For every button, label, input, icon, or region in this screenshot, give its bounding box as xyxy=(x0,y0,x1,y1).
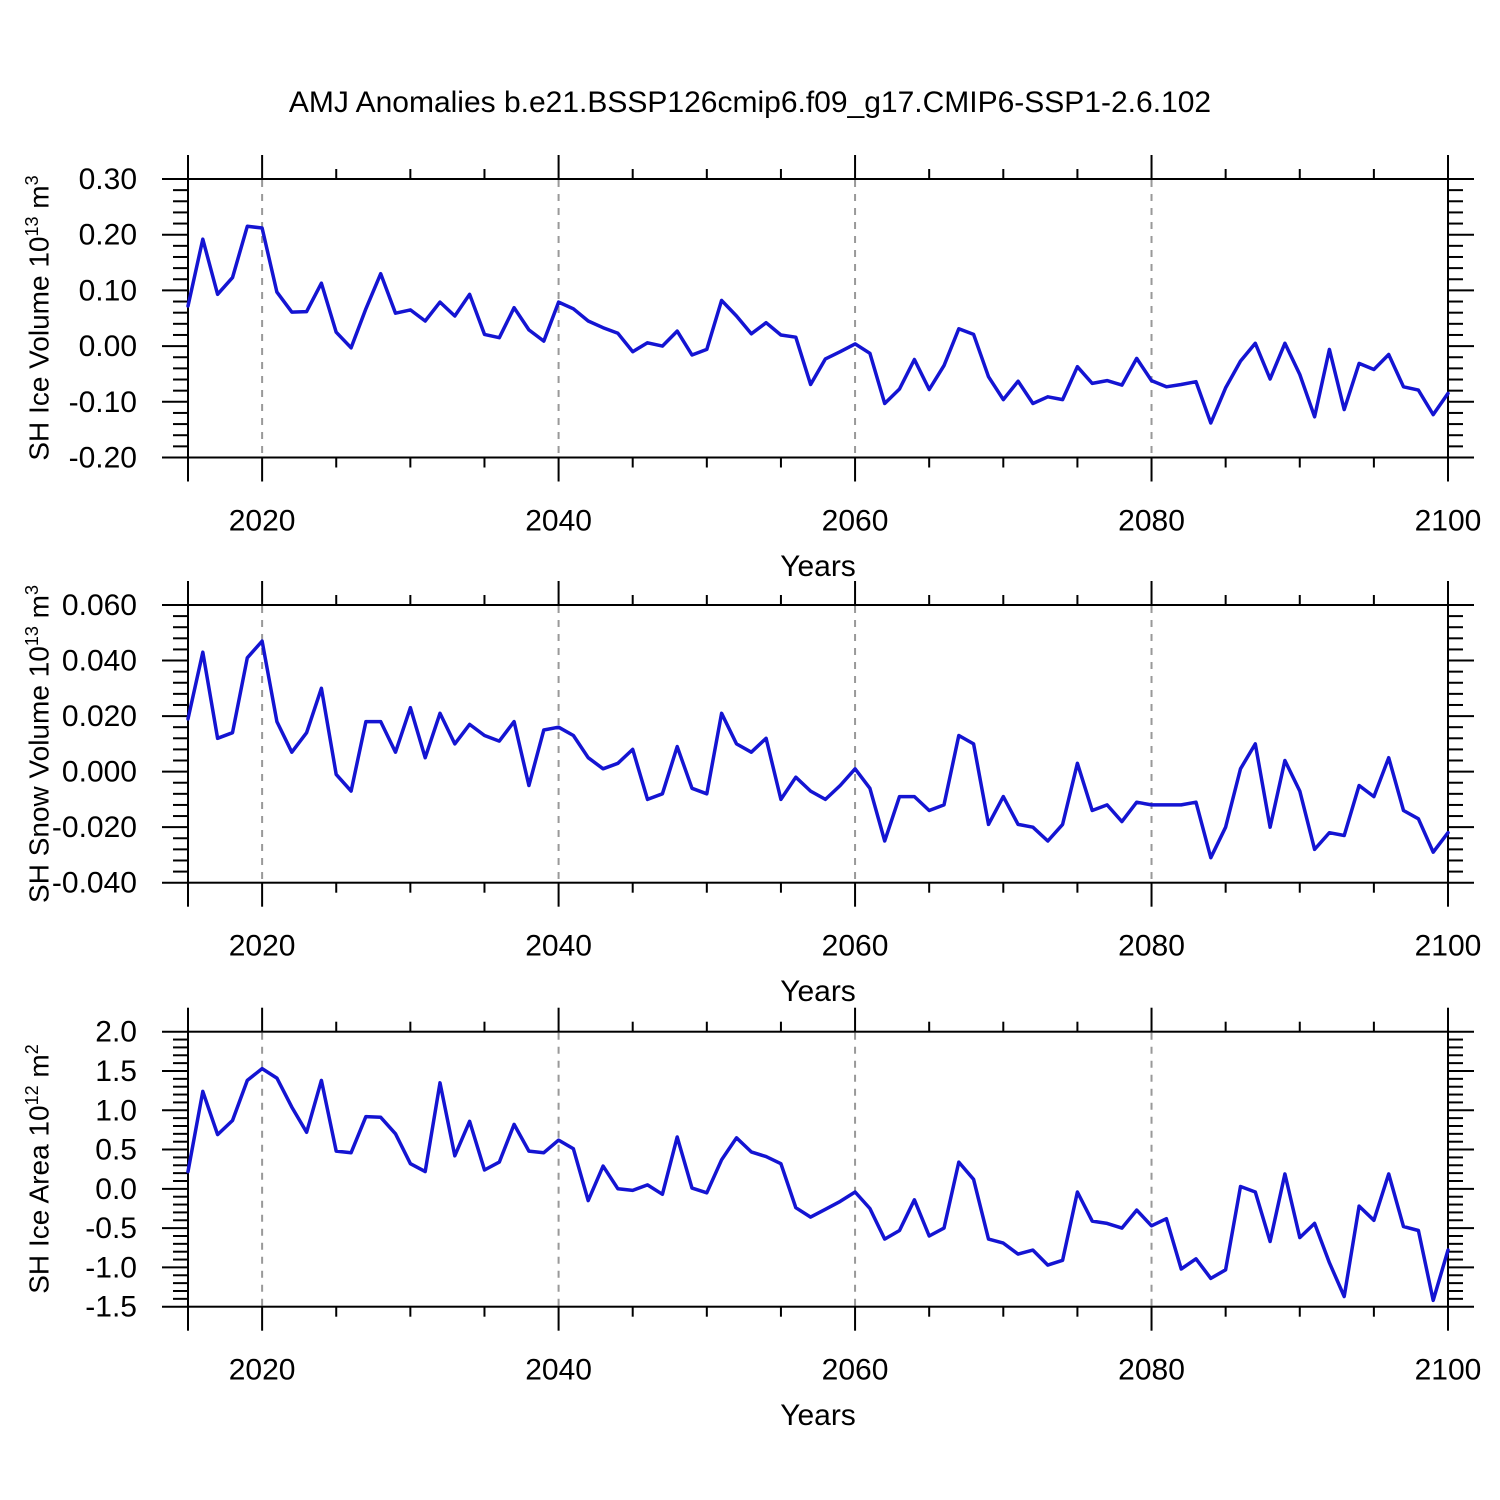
series-line-3 xyxy=(186,1066,1450,1303)
y-tick-label: 0.30 xyxy=(79,163,137,196)
y-tick-label: 2.0 xyxy=(95,1016,137,1049)
panel-3: 2.0 1.5 1.0 0.5 0.0 -0.5 -1.0 -1.5 2020 2040 2060 2… xyxy=(85,1007,1482,1387)
series-line-2 xyxy=(186,639,1450,860)
exponent: 12 xyxy=(22,1085,42,1106)
exponent: 13 xyxy=(22,626,42,647)
series-line-1 xyxy=(186,224,1450,425)
y-tick-label: 1.0 xyxy=(95,1094,137,1127)
y-tick-label: 1.5 xyxy=(95,1055,137,1088)
y-tick-label: -0.040 xyxy=(52,867,137,900)
y-tick-label: -0.20 xyxy=(69,442,137,475)
x-tick-label: 2060 xyxy=(822,505,889,538)
x-tick-label: 2040 xyxy=(525,505,592,538)
plot-frame xyxy=(187,178,1449,459)
y-tick-label: 0.5 xyxy=(95,1134,137,1167)
y-tick-label: -1.0 xyxy=(85,1251,137,1284)
y-tick-label: 0.10 xyxy=(79,274,137,307)
panel-1: 0.30 0.20 0.10 0.00 -0.10 -0.20 2020 2040 2060 20… xyxy=(69,155,1482,538)
exponent: 2 xyxy=(22,1044,42,1055)
y-tick-label: -1.5 xyxy=(85,1291,137,1324)
y-axis-label-ice-area: SH Ice Area 1012 m2 xyxy=(22,1044,55,1294)
panel-2: 0.060 0.040 0.020 0.000 -0.020 -0.040 2020 2040… xyxy=(52,581,1481,963)
x-tick-label: 2080 xyxy=(1118,930,1185,963)
x-tick-label: 2060 xyxy=(822,930,889,963)
x-tick-label: 2020 xyxy=(229,930,296,963)
exponent: 3 xyxy=(22,175,42,186)
y-tick-label: -0.5 xyxy=(85,1212,137,1245)
y-tick-label: -0.020 xyxy=(52,811,137,844)
x-axis-label-years-3: Years xyxy=(780,1399,856,1432)
x-tick-label: 2020 xyxy=(229,1354,296,1387)
y-tick-label: 0.0 xyxy=(95,1173,137,1206)
x-tick-label: 2020 xyxy=(229,505,296,538)
chart-title: AMJ Anomalies b.e21.BSSP126cmip6.f09_g17… xyxy=(288,86,1212,119)
y-tick-label: -0.10 xyxy=(69,386,137,419)
x-axis-label-years-1: Years xyxy=(780,550,856,583)
y-tick-label: 0.040 xyxy=(62,645,137,678)
plot-frame xyxy=(187,604,1449,884)
x-tick-label: 2100 xyxy=(1415,505,1482,538)
y-tick-label: 0.060 xyxy=(62,589,137,622)
x-tick-label: 2080 xyxy=(1118,505,1185,538)
x-axis-label-years-2: Years xyxy=(780,975,856,1008)
exponent: 13 xyxy=(22,216,42,237)
y-axis-label-ice-volume: SH Ice Volume 1013 m3 xyxy=(22,175,55,461)
y-tick-label: 0.020 xyxy=(62,700,137,733)
x-tick-label: 2060 xyxy=(822,1354,889,1387)
x-tick-label: 2080 xyxy=(1118,1354,1185,1387)
x-tick-label: 2100 xyxy=(1415,930,1482,963)
plot-frame xyxy=(187,1030,1449,1308)
y-tick-label: 0.20 xyxy=(79,219,137,252)
y-tick-label: 0.00 xyxy=(79,330,137,363)
x-tick-label: 2040 xyxy=(525,1354,592,1387)
exponent: 3 xyxy=(22,585,42,596)
y-tick-label: 0.000 xyxy=(62,756,137,789)
x-tick-label: 2100 xyxy=(1415,1354,1482,1387)
x-tick-label: 2040 xyxy=(525,930,592,963)
